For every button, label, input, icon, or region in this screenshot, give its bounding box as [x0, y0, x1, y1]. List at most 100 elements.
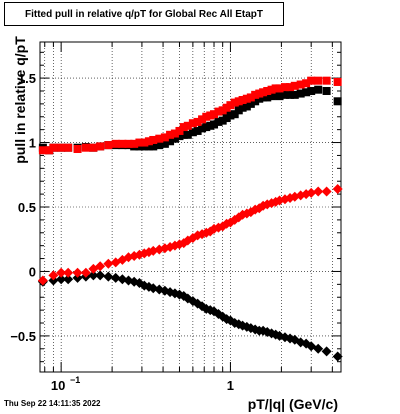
square-marker — [280, 90, 289, 99]
diamond-marker — [103, 258, 114, 269]
diamond-marker — [332, 351, 343, 362]
diamond-marker — [103, 271, 114, 282]
diamond-marker — [56, 267, 67, 278]
diamond-marker — [332, 183, 343, 194]
diamond-marker — [72, 267, 83, 278]
y-tick-label: 0.5 — [18, 200, 36, 215]
diamond-marker — [313, 186, 324, 197]
square-marker — [130, 139, 139, 148]
square-marker — [238, 96, 247, 105]
square-marker — [307, 76, 316, 85]
x-tick-label: 1 — [227, 378, 234, 393]
square-marker — [149, 142, 158, 151]
diamond-marker — [88, 270, 99, 281]
square-marker — [263, 86, 272, 95]
diamond-marker — [37, 275, 48, 286]
square-marker — [179, 123, 188, 132]
square-marker — [226, 111, 235, 120]
y-tick-label: −0.5 — [10, 329, 36, 344]
square-marker — [242, 102, 251, 111]
square-marker — [149, 135, 158, 144]
diamond-marker — [95, 261, 106, 272]
square-marker — [263, 93, 272, 102]
square-marker — [193, 126, 202, 135]
square-marker — [89, 143, 98, 152]
square-marker — [38, 146, 47, 155]
x-tick-label-exponent: −1 — [70, 375, 80, 385]
square-marker — [259, 88, 268, 97]
square-marker — [140, 138, 149, 147]
square-marker — [242, 94, 251, 103]
square-marker — [179, 130, 188, 139]
diamond-marker — [321, 186, 332, 197]
diamond-marker — [80, 267, 91, 278]
square-marker — [230, 110, 239, 119]
square-marker — [322, 76, 331, 85]
y-tick-label: 0 — [29, 264, 36, 279]
square-marker — [302, 79, 311, 88]
square-marker — [296, 80, 305, 89]
square-marker — [210, 110, 219, 119]
x-axis-label: pT/|q| (GeV/c) — [247, 396, 338, 412]
square-marker — [104, 141, 113, 150]
y-tick-label: 1 — [29, 136, 36, 151]
diamond-marker — [48, 270, 59, 281]
square-marker — [45, 146, 54, 155]
square-marker — [307, 86, 316, 95]
square-marker — [333, 77, 342, 86]
diamond-marker — [56, 274, 67, 285]
square-marker — [170, 129, 179, 138]
square-marker — [238, 103, 247, 112]
square-marker — [124, 139, 133, 148]
timestamp: Thu Sep 22 14:11:35 2022 — [4, 399, 101, 408]
square-marker — [322, 86, 331, 95]
square-marker — [144, 142, 153, 151]
square-marker — [111, 139, 120, 148]
square-marker — [144, 137, 153, 146]
square-marker — [198, 115, 207, 124]
square-marker — [135, 138, 144, 147]
square-marker — [73, 144, 82, 153]
square-marker — [314, 76, 323, 85]
square-marker — [267, 85, 276, 94]
x-tick-label: 10 — [51, 378, 65, 393]
diamond-marker — [306, 187, 317, 198]
square-marker — [160, 133, 169, 142]
square-marker — [49, 143, 58, 152]
square-marker — [333, 97, 342, 106]
square-marker — [314, 85, 323, 94]
square-marker — [188, 119, 197, 128]
square-marker — [267, 92, 276, 101]
diamond-marker — [313, 343, 324, 354]
square-marker — [193, 117, 202, 126]
square-marker — [183, 121, 192, 130]
diamond-marker — [63, 267, 74, 278]
square-marker — [81, 143, 90, 152]
square-marker — [251, 90, 260, 99]
diamond-marker — [72, 272, 83, 283]
square-marker — [286, 90, 295, 99]
square-marker — [275, 92, 284, 101]
square-marker — [210, 120, 219, 129]
square-marker — [246, 93, 255, 102]
square-marker — [170, 134, 179, 143]
square-marker — [286, 83, 295, 92]
square-marker — [175, 126, 184, 135]
square-marker — [302, 88, 311, 97]
square-marker — [290, 81, 299, 90]
square-marker — [246, 99, 255, 108]
square-marker — [296, 89, 305, 98]
square-marker — [57, 143, 66, 152]
chart-title: Fitted pull in relative q/pT for Global … — [4, 2, 284, 26]
square-marker — [64, 143, 73, 152]
square-marker — [166, 137, 175, 146]
diamond-marker — [48, 275, 59, 286]
diamond-marker — [63, 274, 74, 285]
square-marker — [96, 142, 105, 151]
square-marker — [214, 107, 223, 116]
square-marker — [198, 124, 207, 133]
square-marker — [214, 117, 223, 126]
square-marker — [275, 84, 284, 93]
square-marker — [155, 141, 164, 150]
